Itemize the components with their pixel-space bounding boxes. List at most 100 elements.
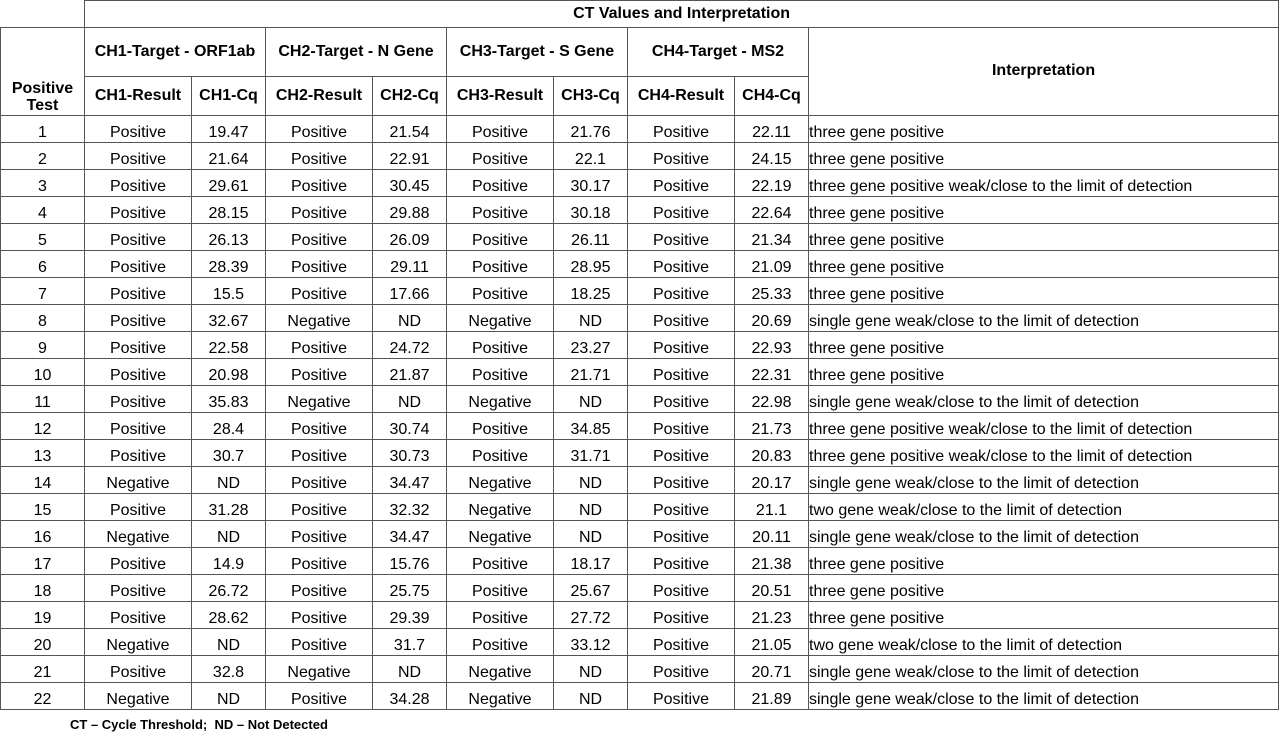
ch3-cq-cell: ND (553, 493, 628, 521)
ch1-result-cell: Positive (84, 601, 192, 629)
ch1-result-cell: Positive (84, 142, 192, 170)
test-number-cell: 19 (0, 601, 85, 629)
test-number-cell: 7 (0, 277, 85, 305)
ch4-result-cell: Positive (627, 169, 735, 197)
ch4-cq-cell: 21.38 (734, 547, 809, 575)
test-number-cell: 10 (0, 358, 85, 386)
ch3-result-header: CH3-Result (446, 76, 554, 116)
interpretation-cell: three gene positive weak/close to the li… (807, 169, 1280, 197)
super-header: CT Values and Interpretation (83, 0, 1280, 28)
ch4-cq-cell: 25.33 (734, 277, 809, 305)
ch2-result-cell: Positive (265, 358, 373, 386)
ch2-result-cell: Positive (265, 277, 373, 305)
ch2-result-cell: Positive (265, 223, 373, 251)
ch1-result-cell: Positive (84, 331, 192, 359)
ch1-cq-cell: ND (191, 628, 266, 656)
interpretation-cell: three gene positive (807, 277, 1280, 305)
ch1-result-cell: Positive (84, 385, 192, 413)
ch3-result-cell: Negative (446, 466, 554, 494)
ch4-cq-cell: 21.05 (734, 628, 809, 656)
ch4-result-cell: Positive (627, 223, 735, 251)
ch3-cq-cell: 33.12 (553, 628, 628, 656)
ch1-cq-cell: 21.64 (191, 142, 266, 170)
ch4-result-cell: Positive (627, 412, 735, 440)
ch4-result-cell: Positive (627, 142, 735, 170)
ch3-result-cell: Negative (446, 304, 554, 332)
ch1-result-cell: Positive (84, 358, 192, 386)
ch1-cq-header: CH1-Cq (191, 76, 266, 116)
ch4-result-cell: Positive (627, 385, 735, 413)
interpretation-cell: two gene weak/close to the limit of dete… (807, 493, 1280, 521)
ch4-result-cell: Positive (627, 439, 735, 467)
ch3-result-cell: Positive (446, 439, 554, 467)
ch2-cq-cell: 25.75 (372, 574, 447, 602)
ch3-result-cell: Negative (446, 385, 554, 413)
table-row: 11 Positive 35.83 Negative ND Negative ND Posit… (0, 385, 1280, 413)
test-number-cell: 12 (0, 412, 85, 440)
ch2-result-cell: Negative (265, 655, 373, 683)
ch4-result-cell: Positive (627, 493, 735, 521)
ch2-cq-cell: 34.47 (372, 466, 447, 494)
test-number-cell: 21 (0, 655, 85, 683)
ch1-result-cell: Positive (84, 439, 192, 467)
ch2-result-cell: Positive (265, 142, 373, 170)
ch3-cq-cell: 27.72 (553, 601, 628, 629)
ch3-cq-cell: 22.1 (553, 142, 628, 170)
ch2-result-cell: Positive (265, 115, 373, 143)
ch2-cq-cell: 22.91 (372, 142, 447, 170)
test-number-cell: 2 (0, 142, 85, 170)
ch3-cq-cell: ND (553, 304, 628, 332)
ch1-result-cell: Positive (84, 223, 192, 251)
ch3-cq-header: CH3-Cq (553, 76, 628, 116)
ch3-result-cell: Positive (446, 628, 554, 656)
interpretation-cell: three gene positive (807, 223, 1280, 251)
ch1-result-cell: Positive (84, 655, 192, 683)
ch4-result-cell: Positive (627, 331, 735, 359)
test-number-cell: 3 (0, 169, 85, 197)
ch3-result-cell: Positive (446, 331, 554, 359)
ch3-result-cell: Positive (446, 196, 554, 224)
table-row: 22 Negative ND Positive 34.28 Negative ND Posit… (0, 682, 1280, 710)
table-row: 16 Negative ND Positive 34.47 Negative ND Posit… (0, 520, 1280, 548)
ch3-result-cell: Positive (446, 250, 554, 278)
ch3-cq-cell: 18.17 (553, 547, 628, 575)
ch2-cq-cell: ND (372, 655, 447, 683)
corner-blank-cell (0, 0, 85, 28)
positive-test-header: Positive Test (0, 27, 85, 116)
ch4-cq-cell: 20.51 (734, 574, 809, 602)
ch2-cq-cell: 17.66 (372, 277, 447, 305)
ch2-cq-cell: 29.11 (372, 250, 447, 278)
interpretation-cell: single gene weak/close to the limit of d… (807, 520, 1280, 548)
ch1-cq-cell: 28.39 (191, 250, 266, 278)
ch4-cq-cell: 22.19 (734, 169, 809, 197)
ch1-cq-cell: 26.72 (191, 574, 266, 602)
ch3-result-cell: Positive (446, 277, 554, 305)
ch2-cq-cell: 32.32 (372, 493, 447, 521)
group-header-ch1: CH1-Target - ORF1ab (84, 27, 266, 77)
ch1-result-cell: Positive (84, 574, 192, 602)
table-row: 9 Positive 22.58 Positive 24.72 Positive 23.27… (0, 331, 1280, 359)
ch3-cq-cell: 21.76 (553, 115, 628, 143)
ch1-result-cell: Negative (84, 466, 192, 494)
interpretation-cell: single gene weak/close to the limit of d… (807, 655, 1280, 683)
ch3-result-cell: Negative (446, 682, 554, 710)
test-number-cell: 11 (0, 385, 85, 413)
ch4-result-cell: Positive (627, 655, 735, 683)
interpretation-cell: three gene positive (807, 331, 1280, 359)
ch1-result-cell: Positive (84, 304, 192, 332)
ch2-cq-header: CH2-Cq (372, 76, 447, 116)
ch2-cq-cell: 26.09 (372, 223, 447, 251)
ch3-result-cell: Negative (446, 493, 554, 521)
table-row: 14 Negative ND Positive 34.47 Negative ND Posit… (0, 466, 1280, 494)
ch1-cq-cell: 32.8 (191, 655, 266, 683)
table-row: 18 Positive 26.72 Positive 25.75 Positive 25.6… (0, 574, 1280, 602)
ch3-result-cell: Positive (446, 142, 554, 170)
ch4-result-cell: Positive (627, 115, 735, 143)
ch4-result-cell: Positive (627, 520, 735, 548)
ch2-result-cell: Positive (265, 439, 373, 467)
ch4-cq-cell: 21.89 (734, 682, 809, 710)
interpretation-cell: single gene weak/close to the limit of d… (807, 304, 1280, 332)
ch3-cq-cell: ND (553, 466, 628, 494)
table-row: 21 Positive 32.8 Negative ND Negative ND Positi… (0, 655, 1280, 683)
ch4-cq-cell: 21.34 (734, 223, 809, 251)
